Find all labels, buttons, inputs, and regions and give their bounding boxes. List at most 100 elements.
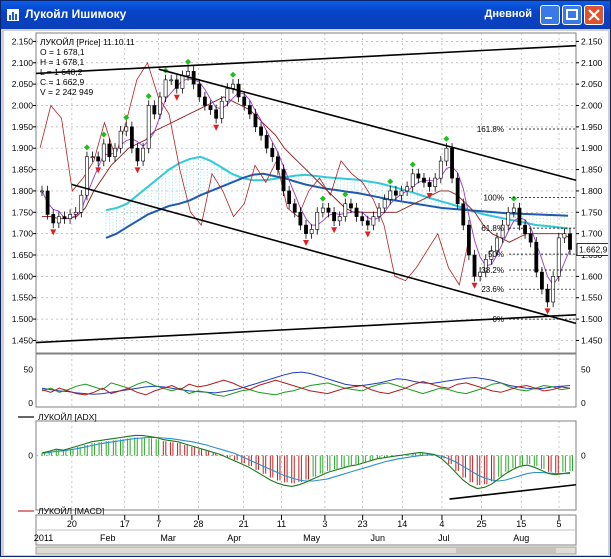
trend-line [35,44,577,75]
close-icon [588,9,600,21]
timeframe-label[interactable]: Дневной [484,8,533,20]
candle-body [56,216,61,224]
y-tick-label-left: 1.900 [12,143,34,153]
sell-signal-icon [173,94,180,101]
candle-body [202,96,207,106]
maximize-button[interactable] [562,5,582,25]
candle-body [62,216,67,220]
candle-body [135,147,140,162]
candle-body [399,190,404,196]
candle-body [315,211,320,230]
fib-level-label: 161.8% [477,125,504,134]
x-day-label: 23 [358,519,368,529]
y-tick-label-right: 1.800 [581,186,603,196]
candle-body [264,135,269,149]
candle-body [343,203,348,217]
candle-body [410,173,415,187]
candle-body [568,233,572,250]
candle-body [73,211,78,215]
candle-body [405,186,410,192]
buy-signal-icon [123,114,130,121]
minimize-button[interactable] [540,5,560,25]
sell-signal-icon [544,308,551,315]
buy-signal-icon [443,135,450,142]
trend-line [158,68,577,182]
macd-legend-label: ЛУКОЙЛ [MACD] [38,505,104,516]
candle-body [478,271,483,277]
candle-body [349,203,353,209]
sell-signal-icon [471,282,478,289]
y-tick-label-right: 1.600 [581,271,603,281]
y-tick-label-right: 2.100 [581,58,603,68]
buy-signal-icon [100,131,107,138]
y-tick-label-left: 1.700 [12,229,34,239]
price-legend-title: ЛУКОЙЛ [Price] 11.10.11 [40,36,135,47]
candle-body [242,96,247,106]
sell-signal-icon [95,167,102,174]
x-month-label: Jun [370,533,385,543]
candle-body [326,207,331,213]
y-tick-label-left: 2.150 [12,36,34,46]
y-tick-label-left: 1.750 [12,207,34,217]
candle-body [540,271,544,290]
candle-body [433,177,438,187]
candle-body [40,190,44,193]
candle-body [141,147,146,162]
sell-signal-icon [426,193,433,200]
title-bar[interactable]: Лукойл Ишимоку Дневной [1,1,610,29]
candle-body [450,147,454,179]
candle-body [500,224,505,239]
chart-canvas[interactable]: 2.150 2.150 2.100 2.100 2.050 2.050 2.000 2.000… [4,31,610,555]
candle-body [214,109,219,119]
macd-trend-line [449,483,577,500]
candle-body [231,83,235,89]
candle-body [416,173,421,179]
chart-area[interactable]: 2.150 2.150 2.100 2.100 2.050 2.050 2.000 2.000… [4,31,610,555]
current-price-label: 1.662,9 [579,245,608,255]
y-tick-label-right: 1.500 [581,314,603,324]
sell-signal-icon [50,229,57,236]
y-tick-label-left: 1.500 [12,314,34,324]
sell-signal-icon [134,167,141,174]
buy-signal-icon [319,195,326,202]
y-tick-label-left: 1.850 [12,165,34,175]
candle-body [259,126,263,136]
x-day-label: 7 [156,519,161,529]
close-button[interactable] [584,5,604,25]
y-tick-label-left: 1.650 [12,250,34,260]
candle-body [461,203,466,226]
candle-body [253,113,258,128]
candle-body [79,194,84,213]
scrollbar-thumb[interactable] [456,548,556,553]
candle-body [304,224,308,234]
adx-series-line [41,380,571,397]
x-day-label: 17 [120,519,130,529]
candle-body [152,105,157,115]
candle-body [438,160,443,179]
candle-body [219,100,224,119]
x-month-label: May [303,533,321,543]
candle-body [354,207,359,217]
candle-body [360,216,365,222]
x-day-label: 4 [439,519,444,529]
candle-body [388,190,393,200]
x-day-label: 3 [322,519,327,529]
trend-line [35,314,577,344]
candle-body [377,207,381,217]
macd-line [41,434,571,490]
candle-body [96,156,101,162]
adx-series-line [41,379,571,396]
chikou-span-line [39,61,471,286]
trend-line [71,183,577,325]
horizontal-scrollbar[interactable] [35,546,577,555]
candle-body [511,207,516,213]
senkou-span-b-line [105,172,569,239]
x-day-label: 11 [277,519,286,529]
candle-body [523,224,527,234]
buy-signal-icon [409,161,416,168]
x-month-label: Jul [438,533,450,543]
candle-body [483,258,488,273]
x-month-label: Feb [100,533,116,543]
candle-body [90,156,95,159]
